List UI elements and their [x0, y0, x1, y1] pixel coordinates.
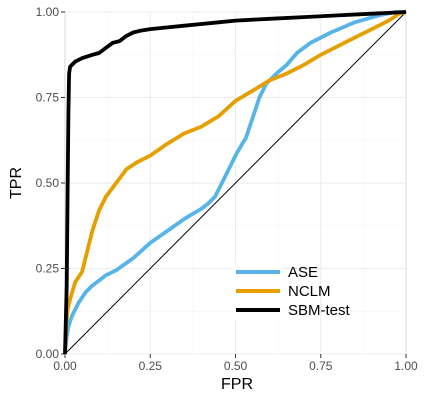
legend-label: SBM-test [288, 302, 351, 319]
y-axis-title: TPR [8, 167, 25, 199]
y-tick-label: 0.25 [36, 262, 60, 276]
y-tick-label: 0.50 [36, 176, 60, 190]
y-tick-label: 0.75 [36, 91, 60, 105]
legend-label: NCLM [288, 283, 331, 300]
axes: 0.00 0.25 0.50 0.75 1.00 0.00 0.25 0.50 0.75 1.00 [36, 5, 418, 373]
y-tick-label: 1.00 [36, 5, 60, 19]
legend-label: ASE [288, 264, 318, 281]
x-tick-label: 0.25 [139, 359, 163, 373]
series-lines [63, 10, 407, 355]
x-tick-label: 0.50 [224, 359, 248, 373]
x-tick-label: 0.75 [309, 359, 333, 373]
x-tick-label: 0.00 [53, 359, 77, 373]
series-line-sbm-test [63, 10, 407, 355]
y-tick-label: 0.00 [36, 347, 60, 361]
series-line-ase [63, 10, 406, 355]
x-tick-label: 1.00 [394, 359, 418, 373]
diagonal-reference-line [64, 11, 407, 355]
series-line-nclm [63, 10, 407, 355]
x-axis-title: FPR [221, 376, 253, 393]
legend: ASE NCLM SBM-test [232, 263, 351, 319]
